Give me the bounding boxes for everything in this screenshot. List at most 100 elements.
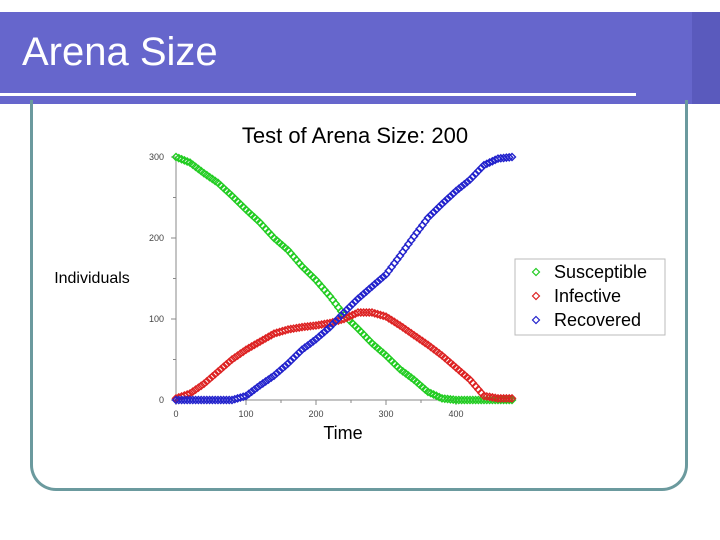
recovered-marker [291,350,301,360]
recovered-marker [426,210,436,220]
recovered-point [465,175,475,185]
infective-marker [263,332,273,342]
y-tick-label: 0 [159,395,164,405]
infective-marker [221,359,231,369]
infective-marker [370,308,380,318]
infective-marker [266,330,276,340]
recovered-marker [445,191,455,201]
recovered-marker [370,279,380,289]
recovered-marker [317,329,327,339]
recovered-marker [359,289,369,299]
infective-marker [210,369,220,379]
recovered-marker [331,316,341,326]
infective-point [507,393,517,403]
recovered-marker [485,158,495,167]
infective-marker [378,311,388,321]
recovered-marker [429,207,439,217]
recovered-marker [305,338,315,348]
infective-marker [235,349,245,359]
infective-marker [233,351,243,361]
recovered-marker [328,319,338,329]
infective-marker [202,376,212,386]
infective-marker [191,385,201,395]
recovered-marker [504,152,514,162]
susceptible-marker [445,394,455,404]
recovered-point [241,391,251,401]
recovered-point [437,199,447,209]
recovered-marker [473,166,483,176]
legend-label-recovered: Recovered [554,310,641,330]
recovered-marker [319,327,329,337]
susceptible-marker [440,394,450,404]
series-infective [171,308,517,403]
infective-marker [238,347,248,357]
legend-marker-infective [531,291,541,301]
infective-marker [207,372,217,381]
recovered-marker [440,196,450,206]
susceptible-marker [448,395,458,405]
y-tick-label: 200 [149,233,164,243]
infective-point [479,391,489,401]
infective-marker [485,392,495,402]
infective-marker [373,309,383,319]
infective-marker [252,338,262,348]
legend-label-susceptible: Susceptible [554,262,647,282]
recovered-marker [294,348,304,358]
recovered-marker [314,332,324,342]
infective-marker [482,391,492,401]
recovered-marker [300,343,310,353]
recovered-marker [471,169,481,179]
infective-marker [216,364,226,374]
x-tick-label: 200 [308,409,323,419]
recovered-marker [252,383,262,393]
infective-point [255,337,265,347]
infective-marker [224,357,234,367]
recovered-marker [247,387,257,397]
recovered-marker [286,356,296,366]
recovered-marker [266,373,276,383]
infective-marker [205,374,215,384]
series-recovered [171,152,517,405]
x-axis-label: Time [323,423,362,443]
recovered-marker [431,204,441,214]
infective-marker [193,383,203,393]
infective-marker [375,310,385,320]
recovered-marker [378,272,388,282]
infective-marker [219,362,229,372]
recovered-marker [468,172,478,182]
susceptible-point [437,393,447,403]
recovered-marker [342,305,352,315]
recovered-marker [457,181,467,191]
recovered-point [339,308,349,318]
recovered-point [311,334,321,344]
recovered-point [367,282,377,292]
recovered-point [283,359,293,369]
recovered-point [297,345,307,355]
infective-marker [261,333,271,343]
recovered-marker [476,163,486,173]
chart-title: Test of Arena Size: 200 [242,123,468,148]
recovered-point [507,152,517,162]
recovered-point [423,213,433,223]
recovered-marker [443,194,453,204]
recovered-marker [275,366,285,376]
title-underline [0,93,636,96]
y-tick-label: 300 [149,152,164,162]
title-bar [0,12,720,104]
recovered-point [325,322,335,332]
recovered-marker [244,389,254,399]
infective-point [213,367,223,377]
infective-marker [258,335,268,345]
infective-marker [196,381,206,391]
recovered-marker [361,286,371,296]
recovered-marker [336,310,346,320]
recovered-marker [263,375,273,385]
recovered-marker [373,277,383,287]
recovered-marker [345,302,355,312]
recovered-marker [448,189,458,199]
infective-point [367,308,377,318]
recovered-point [451,186,461,196]
recovered-marker [258,378,268,388]
y-axis-label: Individuals [54,270,130,287]
